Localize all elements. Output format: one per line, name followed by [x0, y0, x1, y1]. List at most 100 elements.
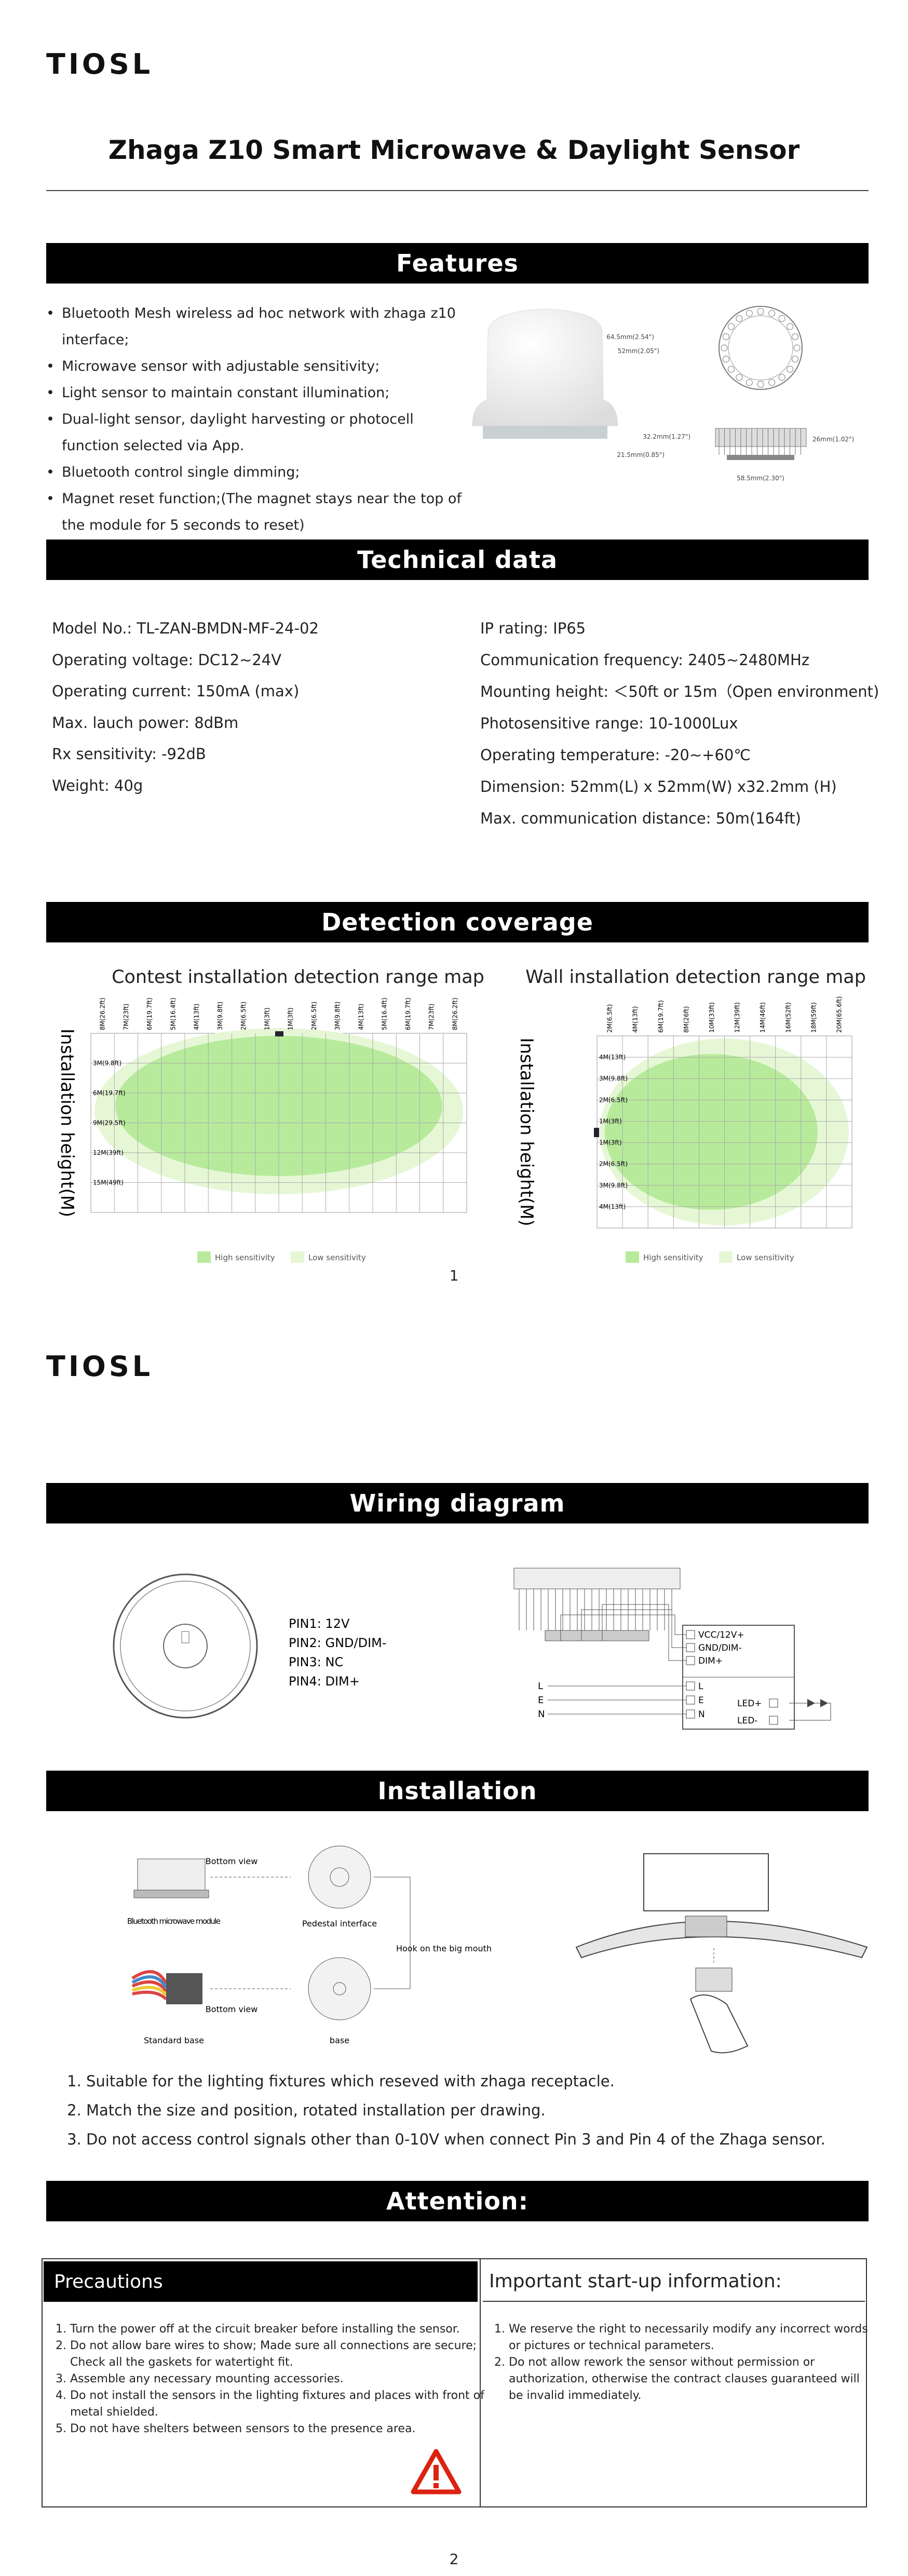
install-label: Pedestal interface: [302, 1919, 377, 1928]
rule: [46, 190, 869, 191]
precaution: Do not have shelters between sensors to …: [70, 2421, 485, 2437]
x-label: 3M(9.8ft): [334, 1002, 341, 1030]
install-label: Standard base: [144, 2035, 204, 2045]
spec: Dimension: 52mm(L) x 52mm(W) x32.2mm (H): [480, 778, 837, 795]
dot: [746, 379, 753, 386]
spec: IP rating: IP65: [480, 619, 586, 637]
dot: [736, 315, 743, 322]
legend-label: Low sensitivity: [308, 1253, 366, 1262]
dimension-label: 32.2mm(1.27"): [643, 433, 690, 440]
x-label: 6M(19.7ft): [404, 997, 412, 1030]
dot: [787, 323, 794, 330]
spec: Max. communication distance: 50m(164ft): [480, 810, 801, 827]
legend-swatch: [291, 1251, 304, 1263]
install-label: Bottom view: [206, 1856, 258, 1866]
section-bar: Detection coverage: [46, 902, 869, 942]
feature-list: Bluetooth Mesh wireless ad hoc network w…: [46, 300, 472, 538]
wire: [602, 1604, 686, 1661]
spec: Photosensitive range: 10-1000Lux: [480, 714, 738, 732]
box-header: Important start-up information:: [483, 2261, 865, 2302]
section-bar: Features: [46, 243, 869, 284]
pin-label: PIN4: DIM+: [289, 1674, 360, 1689]
logo: TIOSL: [46, 48, 154, 80]
terminal: [686, 1643, 695, 1652]
y-label: 2M(6.5ft): [599, 1096, 628, 1103]
feature-item: Light sensor to maintain constant illumi…: [46, 380, 472, 406]
pin-label: PIN1: 12V: [289, 1616, 350, 1631]
spec: Weight: 40g: [52, 776, 143, 794]
x-label: 20M(65.6ft): [835, 996, 843, 1033]
terminal: [686, 1709, 695, 1719]
feature-item: Bluetooth control single dimming;: [46, 459, 472, 485]
terminal: [686, 1656, 695, 1665]
y-label: 1M(3ft): [599, 1139, 622, 1147]
spec: Operating voltage: DC12~24V: [52, 651, 282, 669]
y-label: 3M(9.8ft): [599, 1075, 628, 1082]
spec: Operating current: 150mA (max): [52, 682, 300, 700]
sensor: [594, 1128, 599, 1137]
axis-title: Installation height(M): [516, 1037, 537, 1226]
legend-swatch: [626, 1251, 639, 1263]
precaution: Do not allow bare wires to show; Made su…: [70, 2338, 485, 2371]
x-label: 1M(3ft): [287, 1007, 294, 1030]
dot: [727, 366, 735, 373]
warning-icon: [411, 2449, 462, 2494]
terminal: [769, 1716, 778, 1725]
precaution: Do not install the sensors in the lighti…: [70, 2388, 485, 2421]
terminal-label: DIM+: [698, 1656, 723, 1666]
x-label: 8M(26.2ft): [99, 997, 106, 1030]
section-bar: Attention:: [46, 2181, 869, 2221]
y-label: 3M(9.8ft): [599, 1182, 628, 1189]
terminal-label: L: [698, 1681, 703, 1692]
x-label: 5M(16.4ft): [169, 997, 177, 1030]
y-label: 6M(19.7ft): [93, 1089, 126, 1097]
x-label: 12M(39ft): [734, 1002, 741, 1033]
dot: [793, 344, 801, 352]
section-bar: Technical data: [46, 540, 869, 580]
x-label: 5M(16.4ft): [381, 997, 388, 1030]
x-label: 10M(33ft): [708, 1002, 715, 1033]
box-header: Precautions: [44, 2261, 478, 2302]
install-step: Match the size and position, rotated ins…: [86, 2096, 886, 2125]
feature-item: Microwave sensor with adjustable sensiti…: [46, 353, 472, 380]
dot: [721, 344, 728, 352]
x-label: 7M(23ft): [428, 1004, 435, 1030]
dot: [757, 308, 764, 315]
wire: [560, 1614, 686, 1641]
chart-title: Contest installation detection range map: [112, 967, 484, 988]
precaution: Assemble any necessary mounting accessor…: [70, 2371, 485, 2388]
startup-note: Do not allow rework the sensor without p…: [509, 2354, 872, 2404]
page-number: 2: [449, 2551, 459, 2568]
precaution-list: Turn the power off at the circuit breake…: [49, 2321, 485, 2437]
x-label: 16M(52ft): [784, 1002, 792, 1033]
y-label: 2M(6.5ft): [599, 1161, 628, 1168]
logo: TIOSL: [46, 1350, 154, 1383]
section-bar: Wiring diagram: [46, 1483, 869, 1523]
dot: [722, 356, 729, 363]
x-label: 2M(6.5ft): [310, 1002, 318, 1030]
x-label: 8M(26ft): [683, 1006, 690, 1033]
x-label: 2M(6.5ft): [240, 1002, 247, 1030]
dot: [792, 333, 799, 340]
terminal-label: E: [698, 1695, 704, 1706]
led-label: LED+: [737, 1698, 762, 1709]
spec: Communication frequency: 2405~2480MHz: [480, 651, 810, 669]
y-label: 15M(49ft): [93, 1179, 124, 1186]
dimension-label: 21.5mm(0.85"): [617, 451, 665, 458]
x-label: 18M(59ft): [810, 1002, 817, 1033]
installation-diagram: Bottom view Bluetooth microwave module Ped…: [127, 1845, 868, 2054]
dot: [792, 356, 799, 363]
y-label: 12M(39ft): [93, 1149, 124, 1156]
spec: Mounting height: ＜50ft or 15m（Open envir…: [480, 683, 879, 700]
install-label: Bluetooth microwave module: [127, 1917, 221, 1926]
wire: [581, 1609, 686, 1648]
x-label: 4M(13ft): [193, 1004, 200, 1030]
x-label: 4M(13ft): [357, 1004, 364, 1030]
axis-title: Installation height(M): [57, 1029, 77, 1217]
x-label: 8M(26.2ft): [451, 997, 458, 1030]
dimension-label: 52mm(2.05"): [618, 347, 659, 355]
x-label: 2M(6.5ft): [606, 1004, 614, 1033]
y-label: 1M(3ft): [599, 1117, 622, 1125]
legend-swatch: [719, 1251, 733, 1263]
